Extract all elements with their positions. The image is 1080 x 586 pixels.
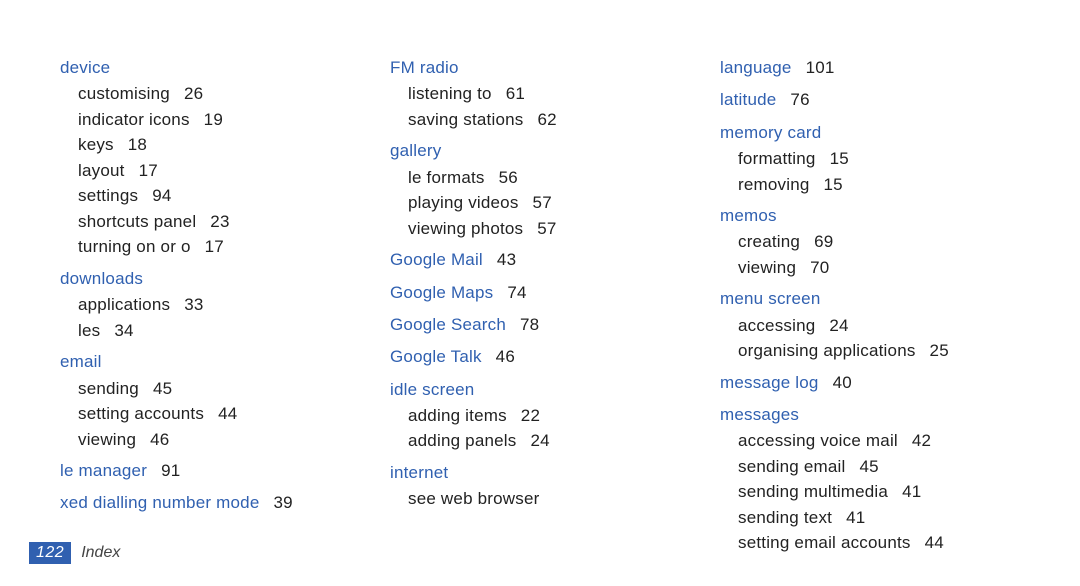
- sub-memos: creating69 viewing70: [720, 229, 1020, 280]
- entry-fm-listening: listening to61: [408, 81, 690, 107]
- entry-mem-removing: removing15: [738, 172, 1020, 198]
- heading-le-manager: le manager91: [60, 458, 360, 484]
- footer-title: Index: [81, 544, 120, 562]
- sub-memory-card: formatting15 removing15: [720, 146, 1020, 197]
- entry-device-keys: keys18: [78, 132, 360, 158]
- entry-email-setting-accounts: setting accounts44: [78, 401, 360, 427]
- heading-downloads: downloads: [60, 266, 360, 292]
- entry-downloads-applications: applications33: [78, 292, 360, 318]
- section-google-search: Google Search78: [390, 312, 690, 338]
- entry-idle-adding-items: adding items22: [408, 403, 690, 429]
- entry-idle-adding-panels: adding panels24: [408, 428, 690, 454]
- entry-gallery-playing-videos: playing videos57: [408, 190, 690, 216]
- entry-email-viewing: viewing46: [78, 427, 360, 453]
- heading-memory-card: memory card: [720, 120, 1020, 146]
- entry-device-customising: customising26: [78, 81, 360, 107]
- heading-idle-screen: idle screen: [390, 377, 690, 403]
- entry-device-settings: settings94: [78, 183, 360, 209]
- sub-device: customising26 indicator icons19 keys18 l…: [60, 81, 360, 260]
- section-menu-screen: menu screen accessing24 organising appli…: [720, 286, 1020, 363]
- sub-internet: see web browser: [390, 486, 690, 512]
- section-google-maps: Google Maps74: [390, 280, 690, 306]
- section-memos: memos creating69 viewing70: [720, 203, 1020, 280]
- heading-google-maps: Google Maps74: [390, 280, 690, 306]
- entry-messages-voice-mail: accessing voice mail42: [738, 428, 1020, 454]
- section-gallery: gallery le formats56 playing videos57 vi…: [390, 138, 690, 241]
- entry-device-layout: layout17: [78, 158, 360, 184]
- index-page: device customising26 indicator icons19 k…: [0, 0, 1080, 586]
- sub-downloads: applications33 les34: [60, 292, 360, 343]
- heading-google-search: Google Search78: [390, 312, 690, 338]
- heading-messages: messages: [720, 402, 1020, 428]
- section-message-log: message log40: [720, 370, 1020, 396]
- heading-google-talk: Google Talk46: [390, 344, 690, 370]
- entry-menu-accessing: accessing24: [738, 313, 1020, 339]
- entry-memos-viewing: viewing70: [738, 255, 1020, 281]
- section-language: language101: [720, 55, 1020, 81]
- heading-google-mail: Google Mail43: [390, 247, 690, 273]
- sub-idle-screen: adding items22 adding panels24: [390, 403, 690, 454]
- sub-fm-radio: listening to61 saving stations62: [390, 81, 690, 132]
- entry-menu-organising: organising applications25: [738, 338, 1020, 364]
- entry-messages-send-multimedia: sending multimedia41: [738, 479, 1020, 505]
- index-column-3: language101 latitude76 memory card forma…: [720, 55, 1020, 562]
- section-latitude: latitude76: [720, 87, 1020, 113]
- heading-fm-radio: FM radio: [390, 55, 690, 81]
- page-footer: 122 Index: [29, 542, 120, 564]
- entry-messages-send-text: sending text41: [738, 505, 1020, 531]
- entry-email-sending: sending45: [78, 376, 360, 402]
- entry-mem-formatting: formatting15: [738, 146, 1020, 172]
- heading-internet: internet: [390, 460, 690, 486]
- heading-menu-screen: menu screen: [720, 286, 1020, 312]
- heading-latitude: latitude76: [720, 87, 1020, 113]
- entry-messages-set-email-accounts: setting email accounts44: [738, 530, 1020, 556]
- section-idle-screen: idle screen adding items22 adding panels…: [390, 377, 690, 454]
- section-downloads: downloads applications33 les34: [60, 266, 360, 343]
- entry-fm-saving: saving stations62: [408, 107, 690, 133]
- heading-message-log: message log40: [720, 370, 1020, 396]
- heading-xed-dialling: xed dialling number mode39: [60, 490, 360, 516]
- section-le-manager: le manager91: [60, 458, 360, 484]
- entry-memos-creating: creating69: [738, 229, 1020, 255]
- entry-device-indicator-icons: indicator icons19: [78, 107, 360, 133]
- sub-email: sending45 setting accounts44 viewing46: [60, 376, 360, 453]
- section-messages: messages accessing voice mail42 sending …: [720, 402, 1020, 556]
- section-device: device customising26 indicator icons19 k…: [60, 55, 360, 260]
- entry-device-turning-on: turning on or o17: [78, 234, 360, 260]
- heading-device: device: [60, 55, 360, 81]
- section-google-talk: Google Talk46: [390, 344, 690, 370]
- section-memory-card: memory card formatting15 removing15: [720, 120, 1020, 197]
- heading-language: language101: [720, 55, 1020, 81]
- index-column-1: device customising26 indicator icons19 k…: [60, 55, 360, 562]
- entry-messages-send-email: sending email45: [738, 454, 1020, 480]
- index-column-2: FM radio listening to61 saving stations6…: [390, 55, 690, 562]
- entry-internet-see-web-browser: see web browser: [408, 486, 690, 512]
- heading-email: email: [60, 349, 360, 375]
- heading-memos: memos: [720, 203, 1020, 229]
- entry-gallery-le-formats: le formats56: [408, 165, 690, 191]
- sub-menu-screen: accessing24 organising applications25: [720, 313, 1020, 364]
- section-xed-dialling: xed dialling number mode39: [60, 490, 360, 516]
- entry-downloads-les: les34: [78, 318, 360, 344]
- section-internet: internet see web browser: [390, 460, 690, 512]
- index-columns: device customising26 indicator icons19 k…: [60, 55, 1020, 562]
- heading-gallery: gallery: [390, 138, 690, 164]
- section-fm-radio: FM radio listening to61 saving stations6…: [390, 55, 690, 132]
- page-number-box: 122: [29, 542, 71, 564]
- section-email: email sending45 setting accounts44 viewi…: [60, 349, 360, 452]
- entry-gallery-viewing-photos: viewing photos57: [408, 216, 690, 242]
- entry-device-shortcuts-panel: shortcuts panel23: [78, 209, 360, 235]
- sub-gallery: le formats56 playing videos57 viewing ph…: [390, 165, 690, 242]
- sub-messages: accessing voice mail42 sending email45 s…: [720, 428, 1020, 556]
- section-google-mail: Google Mail43: [390, 247, 690, 273]
